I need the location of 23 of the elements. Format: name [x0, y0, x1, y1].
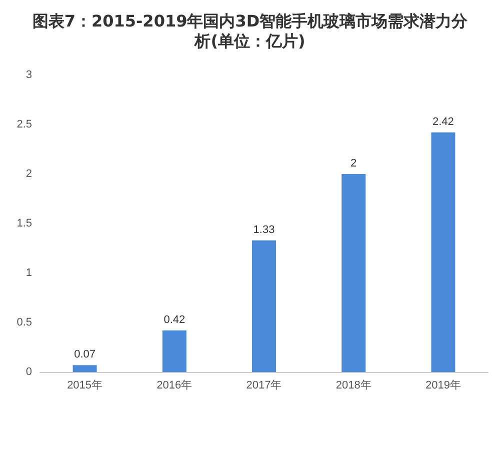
bar	[162, 330, 186, 372]
bar	[72, 365, 97, 372]
x-tick-label: 2016年	[156, 380, 192, 392]
x-tick-label: 2019年	[425, 380, 461, 392]
y-tick-label: 0.5	[16, 316, 32, 328]
y-tick-label: 2.5	[16, 118, 32, 130]
x-tick-label: 2015年	[67, 380, 103, 392]
chart-title: 图表7：2015-2019年国内3D智能手机玻璃市场需求潜力分析(单位：亿片)	[32, 12, 469, 50]
bar	[342, 174, 366, 372]
bar	[252, 240, 276, 372]
bar	[431, 132, 456, 372]
x-tick-label: 2018年	[336, 380, 372, 392]
data-label: 0.42	[164, 314, 186, 326]
data-label: 2.42	[432, 116, 454, 128]
y-tick-label: 3	[26, 69, 32, 81]
data-label: 1.33	[253, 224, 275, 236]
y-tick-label: 2	[26, 168, 32, 180]
y-tick-label: 1	[26, 267, 32, 279]
y-tick-label: 1.5	[16, 218, 32, 230]
data-label: 0.07	[74, 348, 96, 361]
y-tick-label: 0	[26, 366, 32, 378]
data-label: 2	[350, 158, 357, 170]
x-tick-label: 2017年	[246, 380, 282, 392]
